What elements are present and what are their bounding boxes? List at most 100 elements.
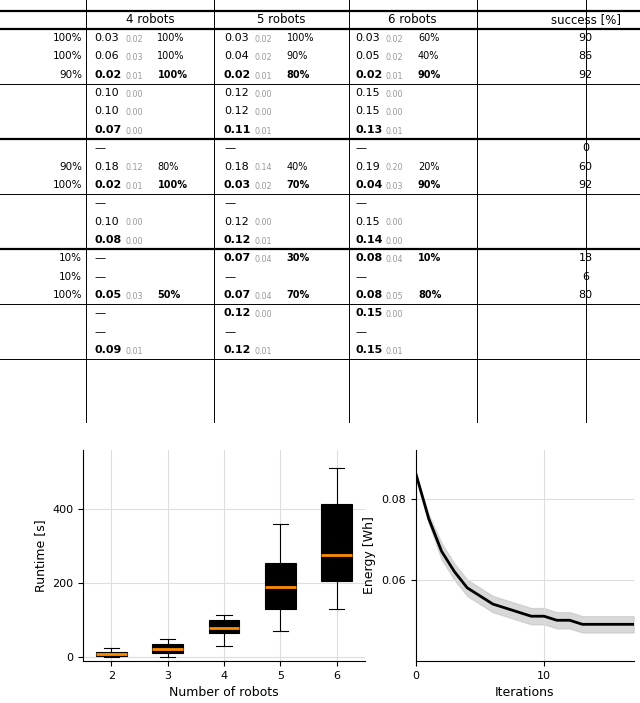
Text: 0.03: 0.03 xyxy=(224,180,251,190)
PathPatch shape xyxy=(209,620,239,633)
Text: 0.01: 0.01 xyxy=(125,347,143,356)
Text: 0.19: 0.19 xyxy=(355,162,380,172)
Text: 0.20: 0.20 xyxy=(386,163,404,172)
Text: 0.03: 0.03 xyxy=(125,53,143,62)
Text: —: — xyxy=(95,143,106,153)
Text: 0.12: 0.12 xyxy=(224,106,249,117)
Text: 0.01: 0.01 xyxy=(386,347,403,356)
Text: 0.08: 0.08 xyxy=(95,235,122,245)
Text: 0.15: 0.15 xyxy=(355,106,380,117)
Text: 0.02: 0.02 xyxy=(255,53,273,62)
Text: success [%]: success [%] xyxy=(550,13,621,26)
Text: 40%: 40% xyxy=(287,162,308,172)
Text: 10%: 10% xyxy=(418,253,441,263)
Text: 100%: 100% xyxy=(157,180,188,190)
Text: 0.12: 0.12 xyxy=(125,163,143,172)
X-axis label: Iterations: Iterations xyxy=(495,686,554,699)
Text: 0: 0 xyxy=(582,143,589,153)
Text: 0.08: 0.08 xyxy=(355,290,383,300)
Y-axis label: Runtime [s]: Runtime [s] xyxy=(34,519,47,592)
Text: 0.14: 0.14 xyxy=(255,163,272,172)
Text: 0.10: 0.10 xyxy=(95,217,119,226)
Text: 0.03: 0.03 xyxy=(386,181,403,191)
Text: —: — xyxy=(95,253,106,263)
Text: 0.00: 0.00 xyxy=(125,127,143,136)
Text: 90%: 90% xyxy=(418,70,441,79)
Text: 0.12: 0.12 xyxy=(224,217,249,226)
Text: 0.03: 0.03 xyxy=(355,33,380,43)
Text: 100%: 100% xyxy=(52,180,82,190)
Text: 4 robots: 4 robots xyxy=(126,13,175,26)
Text: 80%: 80% xyxy=(418,290,442,300)
Text: 0.08: 0.08 xyxy=(355,253,383,263)
Text: 20%: 20% xyxy=(418,162,440,172)
Text: 0.01: 0.01 xyxy=(386,72,403,81)
Text: 0.04: 0.04 xyxy=(255,292,272,301)
Text: —: — xyxy=(224,271,235,282)
Text: 5 robots: 5 robots xyxy=(257,13,306,26)
Text: 30%: 30% xyxy=(287,253,310,263)
Text: 100%: 100% xyxy=(157,33,185,43)
Text: —: — xyxy=(224,143,235,153)
Text: 80%: 80% xyxy=(287,70,310,79)
Text: 18: 18 xyxy=(579,253,593,263)
Text: 10%: 10% xyxy=(59,271,82,282)
Text: 100%: 100% xyxy=(52,290,82,300)
Y-axis label: Energy [Wh]: Energy [Wh] xyxy=(363,517,376,594)
Text: 0.04: 0.04 xyxy=(255,255,272,264)
Text: 0.03: 0.03 xyxy=(224,33,248,43)
Text: 0.10: 0.10 xyxy=(95,106,119,117)
Text: 92: 92 xyxy=(579,180,593,190)
Text: 0.07: 0.07 xyxy=(95,125,122,135)
X-axis label: Number of robots: Number of robots xyxy=(169,686,279,699)
Text: 0.02: 0.02 xyxy=(255,35,273,44)
Text: 60%: 60% xyxy=(418,33,439,43)
Text: 0.00: 0.00 xyxy=(255,219,272,227)
Text: 0.04: 0.04 xyxy=(386,255,403,264)
PathPatch shape xyxy=(321,503,352,581)
Text: 0.05: 0.05 xyxy=(95,290,122,300)
Text: 0.13: 0.13 xyxy=(355,125,383,135)
Text: 0.11: 0.11 xyxy=(224,125,252,135)
Text: 0.18: 0.18 xyxy=(224,162,249,172)
Text: 100%: 100% xyxy=(157,70,188,79)
Text: 40%: 40% xyxy=(418,51,439,61)
Text: 0.12: 0.12 xyxy=(224,345,252,355)
Text: 0.00: 0.00 xyxy=(125,90,143,99)
Text: 0.01: 0.01 xyxy=(125,181,143,191)
Text: 0.02: 0.02 xyxy=(125,35,143,44)
Text: 80%: 80% xyxy=(157,162,179,172)
PathPatch shape xyxy=(96,652,127,657)
Text: 0.02: 0.02 xyxy=(95,180,122,190)
Text: 0.15: 0.15 xyxy=(355,217,380,226)
Text: 0.02: 0.02 xyxy=(355,70,383,79)
Text: 0.15: 0.15 xyxy=(355,309,383,318)
Text: 86: 86 xyxy=(579,51,593,61)
Text: 0.05: 0.05 xyxy=(355,51,380,61)
Text: 0.00: 0.00 xyxy=(386,108,403,117)
Text: 0.04: 0.04 xyxy=(355,180,383,190)
Text: 0.01: 0.01 xyxy=(255,347,272,356)
Text: —: — xyxy=(355,327,366,337)
Text: 0.01: 0.01 xyxy=(255,72,272,81)
Text: 90%: 90% xyxy=(418,180,441,190)
Text: —: — xyxy=(224,198,235,208)
Text: 0.14: 0.14 xyxy=(355,235,383,245)
Text: 0.02: 0.02 xyxy=(224,70,252,79)
Text: 80: 80 xyxy=(579,290,593,300)
Text: 6 robots: 6 robots xyxy=(388,13,437,26)
Text: 0.00: 0.00 xyxy=(386,310,403,319)
Text: —: — xyxy=(95,198,106,208)
Text: 0.00: 0.00 xyxy=(386,90,403,99)
Text: —: — xyxy=(355,271,366,282)
Text: 0.15: 0.15 xyxy=(355,345,383,355)
Text: 0.00: 0.00 xyxy=(125,108,143,117)
Text: 0.02: 0.02 xyxy=(95,70,122,79)
PathPatch shape xyxy=(152,644,183,653)
Text: 100%: 100% xyxy=(157,51,185,61)
Text: —: — xyxy=(95,309,106,318)
Text: 0.12: 0.12 xyxy=(224,309,252,318)
Text: 0.02: 0.02 xyxy=(386,35,404,44)
Text: 70%: 70% xyxy=(287,290,310,300)
Text: 0.02: 0.02 xyxy=(386,53,404,62)
